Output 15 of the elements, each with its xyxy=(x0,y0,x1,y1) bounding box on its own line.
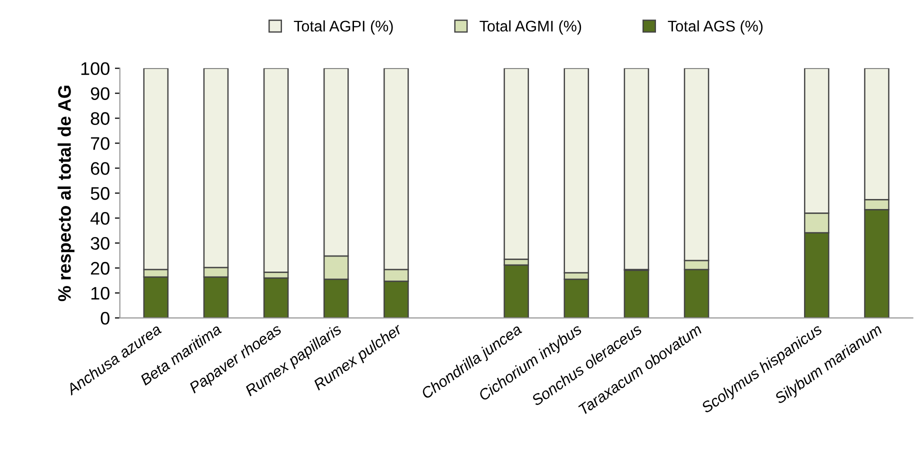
legend-label: Total AGPI (%) xyxy=(294,20,393,35)
legend-label: Total AGS (%) xyxy=(668,20,763,35)
y-tick-label: 80 xyxy=(90,112,110,125)
y-tick-label: 70 xyxy=(90,137,110,150)
y-tick-label: 0 xyxy=(100,312,110,325)
y-tick-label: 10 xyxy=(91,286,110,300)
y-tick-label: 40 xyxy=(90,212,110,225)
y-tick-label: 100 xyxy=(81,62,110,76)
y-tick-label: 30 xyxy=(90,236,110,250)
y-tick-label: 20 xyxy=(90,262,110,275)
legend-label: Total AGMI (%) xyxy=(480,20,582,35)
y-tick-label: 50 xyxy=(90,187,110,200)
y-tick-label: 60 xyxy=(90,162,110,175)
y-axis-title: % respecto al total de AG xyxy=(58,86,74,302)
y-tick-label: 90 xyxy=(90,87,110,100)
